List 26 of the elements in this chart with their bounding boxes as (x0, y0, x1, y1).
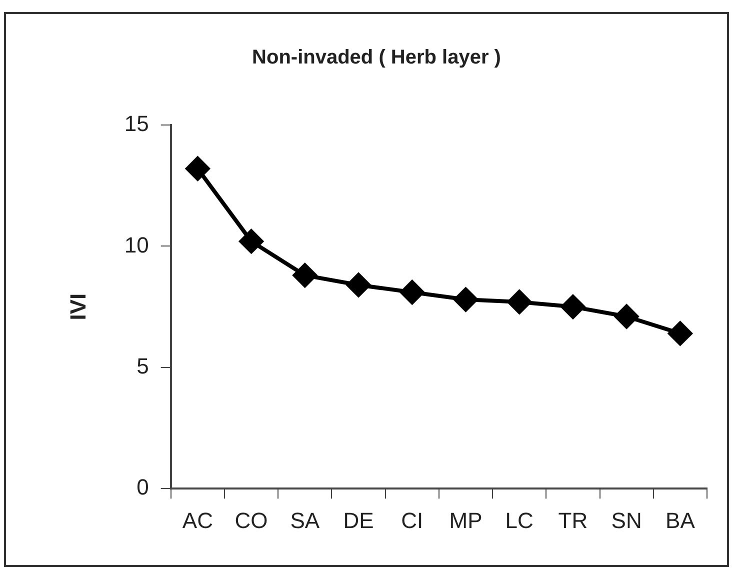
point (614, 304, 639, 328)
y-tick-label: 5 (136, 353, 149, 378)
x-tick-label: LC (505, 508, 534, 533)
x-tick-label: AC (182, 508, 214, 533)
point (454, 288, 478, 312)
y-tick-label: 15 (124, 111, 149, 136)
x-tick-label: TR (558, 508, 588, 533)
x-tick-label: SN (611, 508, 642, 533)
x-tick-label: SA (290, 508, 320, 533)
y-tick-label: 10 (124, 232, 149, 258)
x-tick-label: DE (343, 508, 374, 533)
chart-title: Non-invaded ( Herb layer ) (252, 46, 501, 69)
point (186, 156, 210, 181)
x-tick-label: CI (401, 508, 424, 533)
point (507, 290, 532, 314)
x-tick-label: MP (449, 508, 482, 533)
y-tick-label: 0 (136, 474, 149, 500)
point (668, 321, 692, 346)
x-tick-label: CO (234, 508, 268, 533)
point (346, 272, 371, 297)
point (400, 280, 424, 304)
point (560, 294, 585, 319)
point (239, 229, 264, 254)
x-tick-label: BA (666, 508, 696, 533)
y-axis-title: IVI (65, 293, 90, 320)
point (292, 263, 317, 288)
